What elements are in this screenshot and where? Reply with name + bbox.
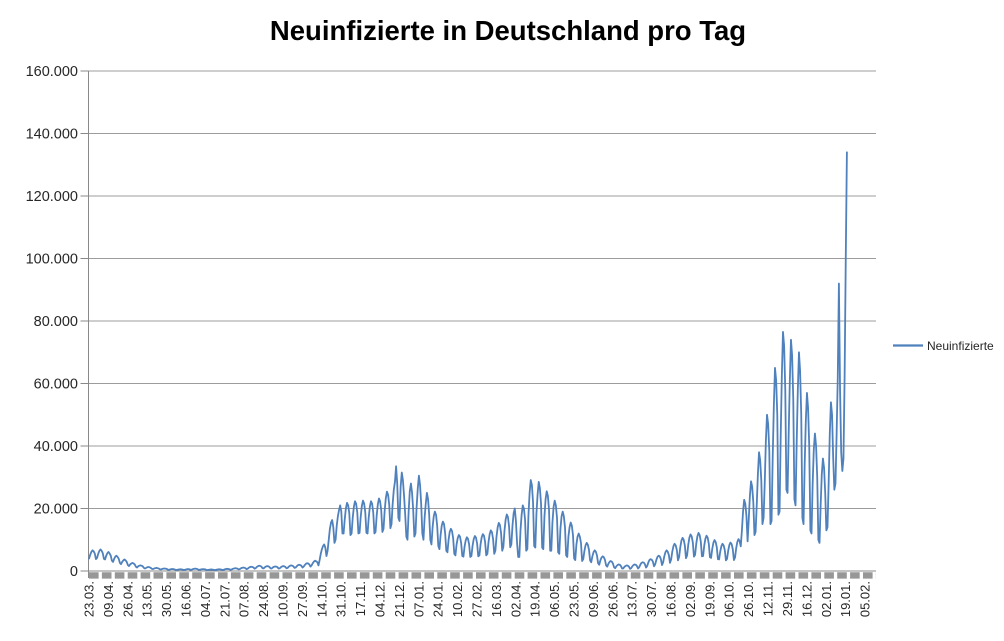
x-axis-label-31.10.: 31.10. [334, 581, 349, 617]
x-axis-label-29.11.: 29.11. [780, 581, 795, 616]
y-axis-label-160.000: 160.000 [26, 64, 78, 80]
x-axis-label-16.03.: 16.03. [489, 581, 504, 617]
x-axis-label-19.09.: 19.09. [702, 581, 717, 617]
x-axis-label-10.09.: 10.09. [275, 581, 290, 617]
x-axis-label-09.06.: 09.06. [586, 581, 601, 617]
y-axis-label-80.000: 80.000 [34, 314, 78, 330]
x-axis-label-02.04.: 02.04. [508, 581, 523, 617]
y-axis-label-40.000: 40.000 [34, 439, 78, 455]
x-axis-label-23.03.: 23.03. [81, 581, 96, 617]
x-axis-label-04.12.: 04.12. [373, 581, 388, 617]
x-axis-label-07.08.: 07.08. [237, 581, 252, 617]
y-axis-label-0: 0 [70, 564, 78, 580]
y-axis-ticks [80, 70, 89, 572]
y-axis-label-140.000: 140.000 [26, 127, 78, 143]
x-axis-label-16.08.: 16.08. [664, 581, 679, 617]
x-axis-label-26.04.: 26.04. [120, 581, 135, 617]
y-axis-label-60.000: 60.000 [34, 377, 78, 393]
x-axis-labels: 23.03. 09.04. 26.04. 13.05. 30.05. 16.06. 04.0… [81, 581, 872, 617]
x-axis-label-19.04.: 19.04. [528, 581, 543, 617]
x-axis-label-26.10.: 26.10. [741, 581, 756, 617]
x-axis-label-27.02.: 27.02. [470, 581, 485, 617]
x-axis-label-05.02.: 05.02. [858, 581, 873, 617]
x-axis-label-12.11.: 12.11. [761, 581, 776, 616]
x-axis-label-30.05.: 30.05. [159, 581, 174, 617]
gridlines [88, 70, 876, 572]
x-axis-label-24.01.: 24.01. [431, 581, 446, 617]
x-axis-label-21.07.: 21.07. [217, 581, 232, 617]
x-axis-label-06.05.: 06.05. [547, 581, 562, 617]
y-axis-label-100.000: 100.000 [26, 252, 78, 268]
x-axis-label-16.12.: 16.12. [799, 581, 814, 617]
x-axis-label-02.01.: 02.01. [819, 581, 834, 617]
x-axis-label-04.07.: 04.07. [198, 581, 213, 617]
infections-line-series [88, 151, 848, 572]
x-axis-label-27.09.: 27.09. [295, 581, 310, 617]
x-axis-label-13.05.: 13.05. [140, 581, 155, 617]
x-axis-label-26.06.: 26.06. [605, 581, 620, 617]
legend: Neuinfizierte [893, 339, 994, 353]
x-axis-label-24.08.: 24.08. [256, 581, 271, 617]
legend-label: Neuinfizierte [927, 339, 994, 353]
x-axis-label-10.02.: 10.02. [450, 581, 465, 617]
x-axis-label-02.09.: 02.09. [683, 581, 698, 617]
x-axis-label-19.01.: 19.01. [838, 581, 853, 617]
x-axis-label-14.10.: 14.10. [314, 581, 329, 617]
x-axis-label-21.12.: 21.12. [392, 581, 407, 617]
x-axis-label-17.11.: 17.11. [353, 581, 368, 616]
y-axis-label-20.000: 20.000 [34, 502, 78, 518]
x-axis-label-09.04.: 09.04. [101, 581, 116, 617]
x-axis-label-16.06.: 16.06. [178, 581, 193, 617]
chart-title: Neuinfizierte in Deutschland pro Tag [270, 15, 746, 46]
x-axis-label-23.05.: 23.05. [567, 581, 582, 617]
x-axis-label-13.07.: 13.07. [625, 581, 640, 617]
x-axis-label-07.01.: 07.01. [411, 581, 426, 617]
x-axis-label-06.10.: 06.10. [722, 581, 737, 617]
y-axis-labels: 0 20.000 40.000 60.000 80.000 100.000 120.000 1… [26, 64, 78, 580]
y-axis-label-120.000: 120.000 [26, 189, 78, 205]
x-axis-label-30.07.: 30.07. [644, 581, 659, 617]
